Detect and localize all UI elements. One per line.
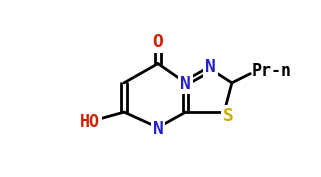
Text: N: N — [180, 75, 191, 93]
Text: O: O — [152, 33, 163, 51]
Text: N: N — [152, 120, 163, 138]
Text: HO: HO — [80, 113, 100, 131]
Text: S: S — [222, 107, 233, 125]
Text: Pr-n: Pr-n — [251, 62, 291, 80]
Text: N: N — [205, 58, 216, 76]
